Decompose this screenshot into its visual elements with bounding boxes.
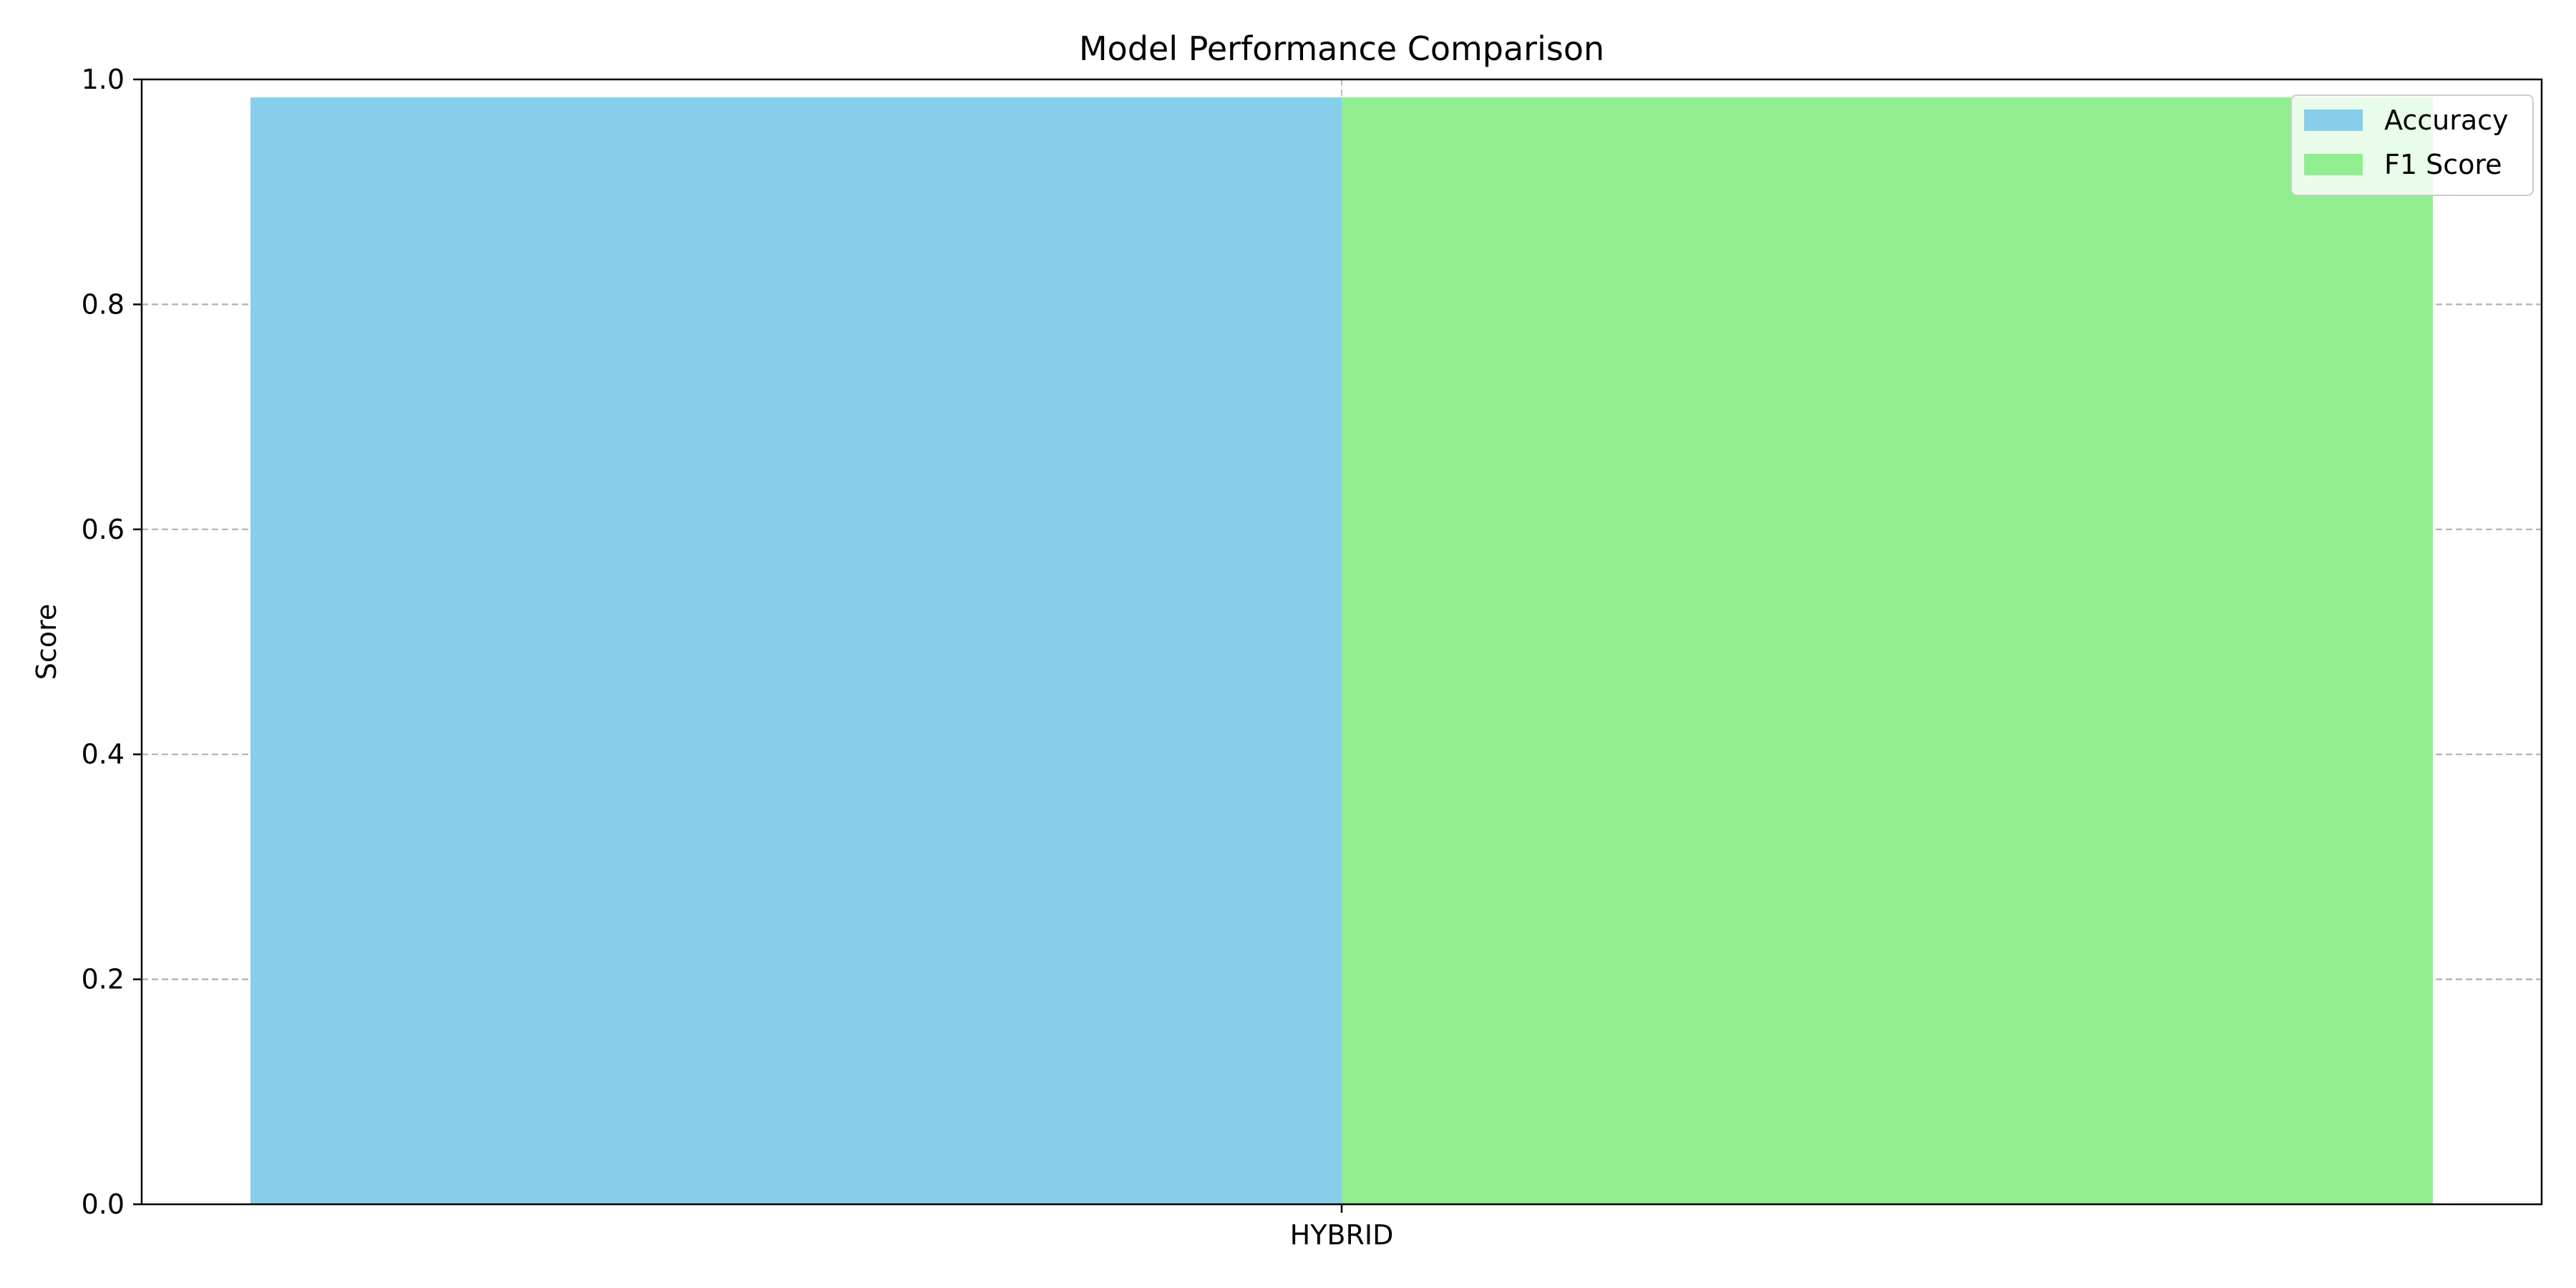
y-tick-label: 1.0	[82, 64, 125, 95]
legend-swatch	[2304, 109, 2363, 131]
chart-title: Model Performance Comparison	[1079, 29, 1604, 68]
legend-swatch	[2304, 154, 2363, 175]
y-tick-label: 0.6	[82, 514, 125, 545]
y-tick-label: 0.8	[82, 288, 125, 320]
y-tick-label: 0.0	[82, 1189, 125, 1220]
bar-f1-score	[1342, 97, 2433, 1205]
legend-label: F1 Score	[2384, 149, 2502, 180]
y-tick-label: 0.4	[82, 738, 125, 770]
x-tick-label: HYBRID	[1290, 1219, 1394, 1251]
y-axis: 0.0 0.2 0.4 0.6 0.8 1.0	[82, 64, 142, 1220]
legend-label: Accuracy	[2384, 104, 2509, 136]
y-axis-label: Score	[31, 604, 62, 680]
x-axis: HYBRID	[1290, 1204, 1394, 1251]
legend: Accuracy F1 Score	[2290, 94, 2534, 196]
y-tick-label: 0.2	[82, 964, 125, 995]
bars	[250, 97, 2433, 1205]
bar-accuracy	[250, 97, 1342, 1205]
